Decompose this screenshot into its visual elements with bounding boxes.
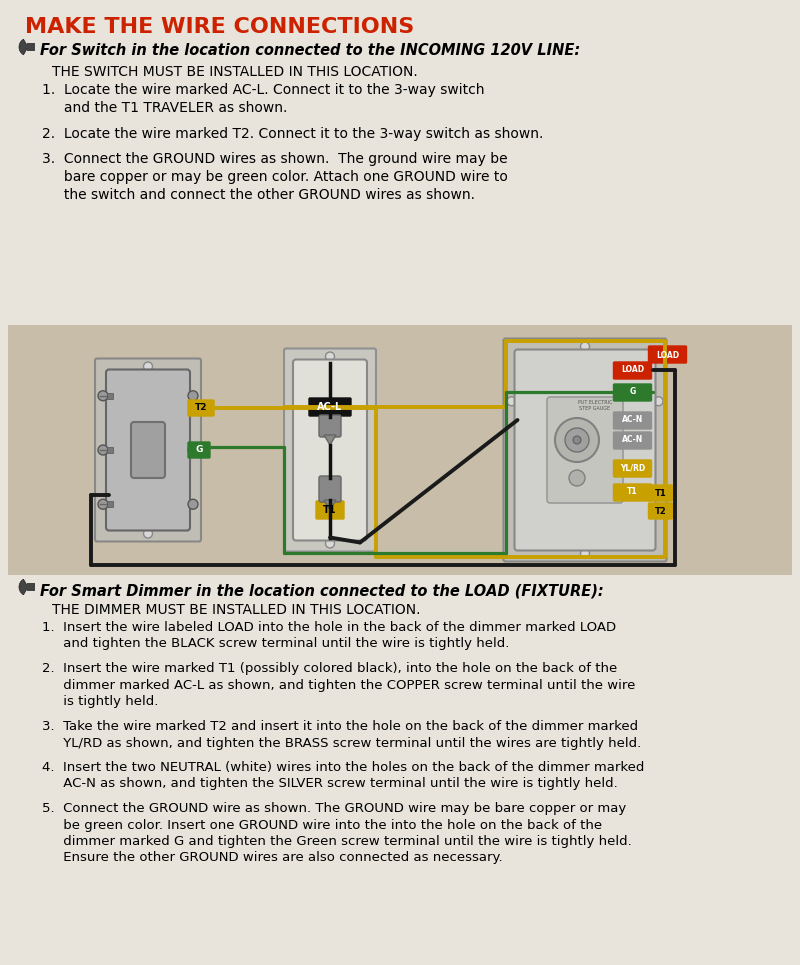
Bar [107, 393, 113, 399]
Bar [107, 447, 113, 453]
FancyBboxPatch shape [614, 362, 651, 379]
FancyBboxPatch shape [614, 484, 651, 501]
Text: T2: T2 [194, 403, 207, 412]
Circle shape [565, 428, 589, 452]
Text: AC-N: AC-N [622, 416, 643, 425]
Circle shape [573, 436, 581, 444]
Circle shape [654, 397, 663, 405]
Text: 3.  Connect the GROUND wires as shown.  The ground wire may be
     bare copper : 3. Connect the GROUND wires as shown. Th… [42, 152, 508, 202]
Circle shape [326, 352, 334, 361]
Text: 2.  Locate the wire marked T2. Connect it to the 3-way switch as shown.: 2. Locate the wire marked T2. Connect it… [42, 127, 543, 141]
Text: PUT ELECTRIC: PUT ELECTRIC [578, 400, 612, 404]
Text: 4.  Insert the two NEUTRAL (white) wires into the holes on the back of the dimme: 4. Insert the two NEUTRAL (white) wires … [42, 761, 644, 790]
Wedge shape [19, 40, 28, 55]
Text: T1: T1 [654, 488, 666, 498]
FancyBboxPatch shape [284, 348, 376, 552]
Text: T2: T2 [654, 507, 666, 515]
Circle shape [581, 549, 590, 558]
FancyBboxPatch shape [649, 346, 686, 363]
Text: 5.  Connect the GROUND wire as shown. The GROUND wire may be bare copper or may
: 5. Connect the GROUND wire as shown. The… [42, 802, 632, 865]
FancyBboxPatch shape [614, 384, 651, 401]
FancyBboxPatch shape [649, 503, 673, 519]
Bar [8, 325, 792, 575]
Text: 3.  Take the wire marked T2 and insert it into the hole on the back of the dimme: 3. Take the wire marked T2 and insert it… [42, 720, 642, 750]
Circle shape [143, 362, 153, 371]
Circle shape [188, 499, 198, 510]
Circle shape [188, 445, 198, 455]
FancyBboxPatch shape [188, 400, 214, 416]
Circle shape [326, 539, 334, 548]
FancyBboxPatch shape [614, 412, 651, 429]
Bar [27, 43, 35, 51]
FancyBboxPatch shape [316, 501, 344, 519]
FancyBboxPatch shape [319, 415, 341, 437]
Polygon shape [324, 435, 336, 445]
Text: For Smart Dimmer in the location connected to the LOAD (FIXTURE):: For Smart Dimmer in the location connect… [40, 583, 604, 598]
Text: LOAD: LOAD [621, 366, 644, 374]
Text: LOAD: LOAD [656, 350, 679, 360]
FancyBboxPatch shape [503, 339, 666, 562]
Circle shape [569, 470, 585, 486]
FancyBboxPatch shape [614, 460, 651, 477]
Text: T1: T1 [627, 487, 638, 497]
Text: G: G [195, 446, 202, 455]
FancyBboxPatch shape [614, 432, 651, 449]
Text: G: G [630, 388, 636, 397]
Text: AC-L: AC-L [318, 402, 342, 412]
Bar [27, 583, 35, 591]
Wedge shape [19, 579, 28, 594]
FancyBboxPatch shape [319, 476, 341, 502]
Circle shape [98, 445, 108, 455]
Text: For Switch in the location connected to the INCOMING 120V LINE:: For Switch in the location connected to … [40, 43, 580, 58]
FancyBboxPatch shape [293, 360, 367, 540]
Text: 1.  Locate the wire marked AC-L. Connect it to the 3-way switch
     and the T1 : 1. Locate the wire marked AC-L. Connect … [42, 83, 485, 115]
Text: THE SWITCH MUST BE INSTALLED IN THIS LOCATION.: THE SWITCH MUST BE INSTALLED IN THIS LOC… [52, 65, 418, 79]
FancyBboxPatch shape [309, 398, 351, 416]
Polygon shape [324, 500, 336, 510]
FancyBboxPatch shape [547, 397, 623, 503]
Circle shape [98, 391, 108, 400]
Circle shape [143, 529, 153, 538]
FancyBboxPatch shape [95, 359, 201, 541]
Text: YL/RD: YL/RD [620, 463, 645, 473]
Text: AC-N: AC-N [622, 435, 643, 445]
FancyBboxPatch shape [131, 422, 165, 478]
Text: T1: T1 [323, 505, 337, 515]
Circle shape [581, 342, 590, 351]
Bar [107, 501, 113, 508]
FancyBboxPatch shape [106, 370, 190, 531]
FancyBboxPatch shape [188, 442, 210, 458]
Circle shape [188, 391, 198, 400]
FancyBboxPatch shape [514, 349, 655, 550]
Text: STEP GAUGE: STEP GAUGE [579, 405, 610, 410]
Circle shape [555, 418, 599, 462]
Text: 1.  Insert the wire labeled LOAD into the hole in the back of the dimmer marked : 1. Insert the wire labeled LOAD into the… [42, 621, 616, 650]
FancyBboxPatch shape [649, 485, 673, 501]
Text: 2.  Insert the wire marked T1 (possibly colored black), into the hole on the bac: 2. Insert the wire marked T1 (possibly c… [42, 662, 635, 708]
Text: THE DIMMER MUST BE INSTALLED IN THIS LOCATION.: THE DIMMER MUST BE INSTALLED IN THIS LOC… [52, 603, 421, 617]
Circle shape [507, 397, 516, 405]
Circle shape [98, 499, 108, 510]
Text: MAKE THE WIRE CONNECTIONS: MAKE THE WIRE CONNECTIONS [25, 17, 414, 37]
